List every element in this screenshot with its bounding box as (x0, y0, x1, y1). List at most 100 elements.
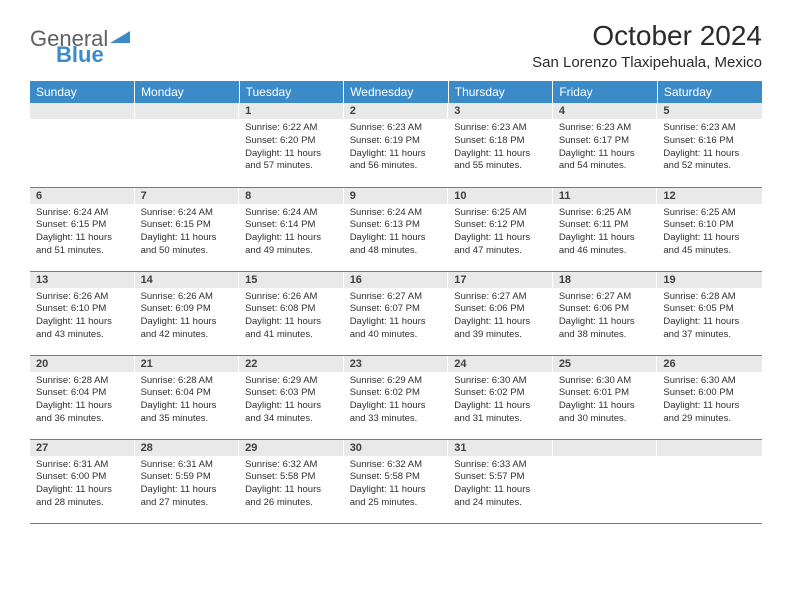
day-number: 26 (657, 356, 762, 372)
day-info: Sunrise: 6:23 AMSunset: 6:17 PMDaylight:… (553, 119, 658, 177)
day-number: 14 (135, 272, 240, 288)
calendar-week-row: 13Sunrise: 6:26 AMSunset: 6:10 PMDayligh… (30, 271, 762, 355)
day-number: 30 (344, 440, 449, 456)
calendar-day-cell: 31Sunrise: 6:33 AMSunset: 5:57 PMDayligh… (448, 439, 553, 523)
day-number: 21 (135, 356, 240, 372)
calendar-day-cell: 22Sunrise: 6:29 AMSunset: 6:03 PMDayligh… (239, 355, 344, 439)
day-number: 11 (553, 188, 658, 204)
day-info: Sunrise: 6:32 AMSunset: 5:58 PMDaylight:… (239, 456, 344, 514)
calendar-day-cell: 21Sunrise: 6:28 AMSunset: 6:04 PMDayligh… (135, 355, 240, 439)
calendar-day-cell (30, 103, 135, 187)
day-number: 2 (344, 103, 449, 119)
day-info: Sunrise: 6:26 AMSunset: 6:08 PMDaylight:… (239, 288, 344, 346)
day-info: Sunrise: 6:29 AMSunset: 6:03 PMDaylight:… (239, 372, 344, 430)
calendar-day-cell: 13Sunrise: 6:26 AMSunset: 6:10 PMDayligh… (30, 271, 135, 355)
day-number: 10 (448, 188, 553, 204)
day-info: Sunrise: 6:24 AMSunset: 6:15 PMDaylight:… (30, 204, 135, 262)
calendar-day-cell: 29Sunrise: 6:32 AMSunset: 5:58 PMDayligh… (239, 439, 344, 523)
header: General Blue October 2024 San Lorenzo Tl… (30, 20, 762, 71)
dayname-header: Wednesday (344, 81, 449, 103)
day-number: 18 (553, 272, 658, 288)
calendar-week-row: 6Sunrise: 6:24 AMSunset: 6:15 PMDaylight… (30, 187, 762, 271)
day-info: Sunrise: 6:24 AMSunset: 6:13 PMDaylight:… (344, 204, 449, 262)
calendar-day-cell: 30Sunrise: 6:32 AMSunset: 5:58 PMDayligh… (344, 439, 449, 523)
calendar-day-cell: 8Sunrise: 6:24 AMSunset: 6:14 PMDaylight… (239, 187, 344, 271)
calendar-day-cell (135, 103, 240, 187)
day-number-empty (30, 103, 135, 119)
calendar-page: General Blue October 2024 San Lorenzo Tl… (0, 0, 792, 544)
dayname-header: Saturday (657, 81, 762, 103)
calendar-body: 1Sunrise: 6:22 AMSunset: 6:20 PMDaylight… (30, 103, 762, 523)
day-number: 20 (30, 356, 135, 372)
day-number: 15 (239, 272, 344, 288)
calendar-day-cell: 27Sunrise: 6:31 AMSunset: 6:00 PMDayligh… (30, 439, 135, 523)
day-number: 28 (135, 440, 240, 456)
day-number: 16 (344, 272, 449, 288)
calendar-week-row: 27Sunrise: 6:31 AMSunset: 6:00 PMDayligh… (30, 439, 762, 523)
day-info: Sunrise: 6:28 AMSunset: 6:04 PMDaylight:… (135, 372, 240, 430)
day-number: 27 (30, 440, 135, 456)
day-info: Sunrise: 6:25 AMSunset: 6:10 PMDaylight:… (657, 204, 762, 262)
calendar-day-cell (553, 439, 658, 523)
calendar-week-row: 20Sunrise: 6:28 AMSunset: 6:04 PMDayligh… (30, 355, 762, 439)
day-info: Sunrise: 6:23 AMSunset: 6:16 PMDaylight:… (657, 119, 762, 177)
day-info: Sunrise: 6:31 AMSunset: 5:59 PMDaylight:… (135, 456, 240, 514)
dayname-header: Friday (553, 81, 658, 103)
day-number-empty (553, 440, 658, 456)
day-info: Sunrise: 6:30 AMSunset: 6:02 PMDaylight:… (448, 372, 553, 430)
day-number: 6 (30, 188, 135, 204)
title-block: October 2024 San Lorenzo Tlaxipehuala, M… (532, 20, 762, 71)
calendar-day-cell: 6Sunrise: 6:24 AMSunset: 6:15 PMDaylight… (30, 187, 135, 271)
day-info: Sunrise: 6:26 AMSunset: 6:09 PMDaylight:… (135, 288, 240, 346)
dayname-row: SundayMondayTuesdayWednesdayThursdayFrid… (30, 81, 762, 103)
logo: General Blue (30, 20, 132, 50)
day-number: 4 (553, 103, 658, 119)
day-info: Sunrise: 6:23 AMSunset: 6:18 PMDaylight:… (448, 119, 553, 177)
calendar-day-cell: 25Sunrise: 6:30 AMSunset: 6:01 PMDayligh… (553, 355, 658, 439)
logo-triangle-icon (110, 29, 132, 50)
dayname-header: Sunday (30, 81, 135, 103)
day-number: 23 (344, 356, 449, 372)
day-number: 13 (30, 272, 135, 288)
day-info: Sunrise: 6:29 AMSunset: 6:02 PMDaylight:… (344, 372, 449, 430)
day-info: Sunrise: 6:25 AMSunset: 6:11 PMDaylight:… (553, 204, 658, 262)
day-number: 24 (448, 356, 553, 372)
calendar-day-cell: 24Sunrise: 6:30 AMSunset: 6:02 PMDayligh… (448, 355, 553, 439)
day-number: 5 (657, 103, 762, 119)
day-number: 9 (344, 188, 449, 204)
calendar-day-cell: 5Sunrise: 6:23 AMSunset: 6:16 PMDaylight… (657, 103, 762, 187)
day-number: 22 (239, 356, 344, 372)
calendar-day-cell: 26Sunrise: 6:30 AMSunset: 6:00 PMDayligh… (657, 355, 762, 439)
calendar-day-cell: 14Sunrise: 6:26 AMSunset: 6:09 PMDayligh… (135, 271, 240, 355)
month-title: October 2024 (532, 20, 762, 52)
location: San Lorenzo Tlaxipehuala, Mexico (532, 54, 762, 71)
day-number: 7 (135, 188, 240, 204)
day-number: 1 (239, 103, 344, 119)
day-info: Sunrise: 6:28 AMSunset: 6:05 PMDaylight:… (657, 288, 762, 346)
day-info: Sunrise: 6:24 AMSunset: 6:15 PMDaylight:… (135, 204, 240, 262)
day-info: Sunrise: 6:28 AMSunset: 6:04 PMDaylight:… (30, 372, 135, 430)
day-number: 3 (448, 103, 553, 119)
day-info: Sunrise: 6:25 AMSunset: 6:12 PMDaylight:… (448, 204, 553, 262)
calendar-day-cell: 4Sunrise: 6:23 AMSunset: 6:17 PMDaylight… (553, 103, 658, 187)
day-info: Sunrise: 6:26 AMSunset: 6:10 PMDaylight:… (30, 288, 135, 346)
calendar-day-cell: 28Sunrise: 6:31 AMSunset: 5:59 PMDayligh… (135, 439, 240, 523)
day-info: Sunrise: 6:30 AMSunset: 6:00 PMDaylight:… (657, 372, 762, 430)
calendar-day-cell: 19Sunrise: 6:28 AMSunset: 6:05 PMDayligh… (657, 271, 762, 355)
calendar-table: SundayMondayTuesdayWednesdayThursdayFrid… (30, 81, 762, 524)
day-info: Sunrise: 6:31 AMSunset: 6:00 PMDaylight:… (30, 456, 135, 514)
calendar-day-cell: 12Sunrise: 6:25 AMSunset: 6:10 PMDayligh… (657, 187, 762, 271)
day-info: Sunrise: 6:30 AMSunset: 6:01 PMDaylight:… (553, 372, 658, 430)
calendar-day-cell: 23Sunrise: 6:29 AMSunset: 6:02 PMDayligh… (344, 355, 449, 439)
day-number: 29 (239, 440, 344, 456)
day-number: 17 (448, 272, 553, 288)
day-number: 31 (448, 440, 553, 456)
dayname-header: Tuesday (239, 81, 344, 103)
calendar-day-cell (657, 439, 762, 523)
day-info: Sunrise: 6:27 AMSunset: 6:06 PMDaylight:… (553, 288, 658, 346)
calendar-day-cell: 18Sunrise: 6:27 AMSunset: 6:06 PMDayligh… (553, 271, 658, 355)
day-number: 8 (239, 188, 344, 204)
day-number-empty (135, 103, 240, 119)
calendar-day-cell: 17Sunrise: 6:27 AMSunset: 6:06 PMDayligh… (448, 271, 553, 355)
day-info: Sunrise: 6:24 AMSunset: 6:14 PMDaylight:… (239, 204, 344, 262)
